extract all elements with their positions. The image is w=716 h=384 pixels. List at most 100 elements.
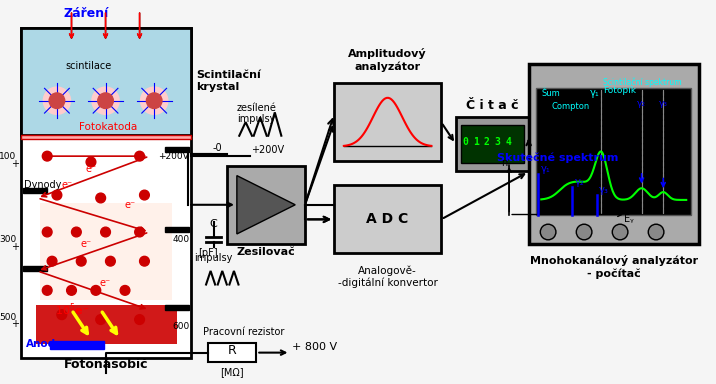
Text: 4: 4 [505,137,511,147]
Text: + 800 V: + 800 V [292,342,337,352]
Bar [21,135,191,139]
Text: C: C [210,219,218,229]
Circle shape [49,93,64,109]
Circle shape [42,151,52,161]
Text: 400: 400 [172,235,189,244]
Polygon shape [237,175,295,234]
Circle shape [47,257,57,266]
Circle shape [140,87,168,114]
Circle shape [135,151,145,161]
Circle shape [91,286,101,295]
Text: Eᵧ: Eᵧ [624,214,634,224]
Text: $10^5$e⁻: $10^5$e⁻ [55,301,90,318]
Bar [165,227,189,232]
Text: 500: 500 [0,313,16,321]
Text: nᵧ: nᵧ [501,158,511,168]
Circle shape [140,257,150,266]
Bar [334,185,441,253]
Circle shape [43,87,71,114]
Circle shape [541,224,556,240]
Text: +: + [11,159,19,169]
Bar [208,343,256,362]
Circle shape [146,93,162,109]
Text: γ₃: γ₃ [659,99,667,108]
Polygon shape [36,305,177,344]
Circle shape [52,190,62,200]
Text: γ₁: γ₁ [590,88,599,98]
Text: Scintilační
krystal: Scintilační krystal [196,70,261,92]
Bar [455,117,528,171]
Text: Scintilační spektrum: Scintilační spektrum [604,78,682,87]
Circle shape [42,286,52,295]
Text: 0: 0 [463,137,468,147]
Text: Zesilovač: Zesilovač [237,247,296,257]
Bar [50,341,104,349]
Circle shape [86,157,96,167]
Text: +: + [11,242,19,252]
Text: 100: 100 [0,152,16,161]
Circle shape [42,227,52,237]
Text: e⁻: e⁻ [85,164,97,174]
Text: [MΩ]: [MΩ] [221,367,244,377]
Bar [40,203,172,300]
Text: Fotokatoda: Fotokatoda [79,122,137,132]
Circle shape [72,227,81,237]
Circle shape [92,87,119,114]
Text: Dynody: Dynody [24,180,62,190]
Circle shape [135,315,145,324]
Circle shape [77,257,86,266]
Text: Amplitudový
analyzátor: Amplitudový analyzátor [348,48,427,71]
Text: +200V: +200V [158,152,189,161]
Text: Skutečné spektrum: Skutečné spektrum [497,152,619,163]
Circle shape [105,257,115,266]
Text: +200V: +200V [251,145,284,155]
Bar [21,28,191,358]
Text: Č i t a č: Č i t a č [466,99,518,113]
Text: [pF]: [pF] [198,248,218,258]
Text: 3: 3 [495,137,500,147]
Text: -0: -0 [213,143,222,153]
Bar [165,147,189,152]
Text: Analogově-
-digitální konvertor: Analogově- -digitální konvertor [338,265,437,288]
Text: scintilace: scintilace [66,61,112,71]
Bar [23,188,47,193]
Text: γ₂: γ₂ [637,99,646,108]
Text: Fotonásobič: Fotonásobič [64,358,148,371]
Text: γ₃: γ₃ [599,185,609,195]
Circle shape [98,93,113,109]
Text: Fotopík: Fotopík [604,86,637,95]
Text: e⁻: e⁻ [125,200,135,210]
Text: γ₁: γ₁ [541,164,550,174]
Bar [334,83,441,161]
Text: Záření: Záření [64,7,110,20]
Text: +: + [11,319,19,329]
Circle shape [67,286,77,295]
Circle shape [96,315,105,324]
Bar [460,125,524,163]
Text: e⁻: e⁻ [62,180,73,190]
Circle shape [120,286,130,295]
Text: γ₂: γ₂ [574,177,584,187]
Circle shape [135,227,145,237]
Circle shape [96,193,105,203]
Bar [227,166,305,244]
Text: 2: 2 [484,137,490,147]
Text: e⁻: e⁻ [80,238,92,248]
Text: impulsy: impulsy [194,253,233,263]
Circle shape [57,310,67,319]
Text: Mnohokanálový analyzátor
- počítač: Mnohokanálový analyzátor - počítač [530,255,698,278]
Circle shape [140,190,150,200]
Bar [536,88,691,215]
Text: zesílené
impulsy: zesílené impulsy [236,103,276,124]
Circle shape [576,224,592,240]
Text: Šum: Šum [541,89,560,98]
Text: Compton: Compton [551,103,589,111]
Bar [165,305,189,310]
Text: R: R [228,344,236,357]
Bar [528,64,699,244]
Circle shape [101,227,110,237]
Text: Anoda: Anoda [26,339,63,349]
Circle shape [612,224,628,240]
Text: e⁻: e⁻ [100,278,111,288]
Text: 300: 300 [0,235,16,244]
